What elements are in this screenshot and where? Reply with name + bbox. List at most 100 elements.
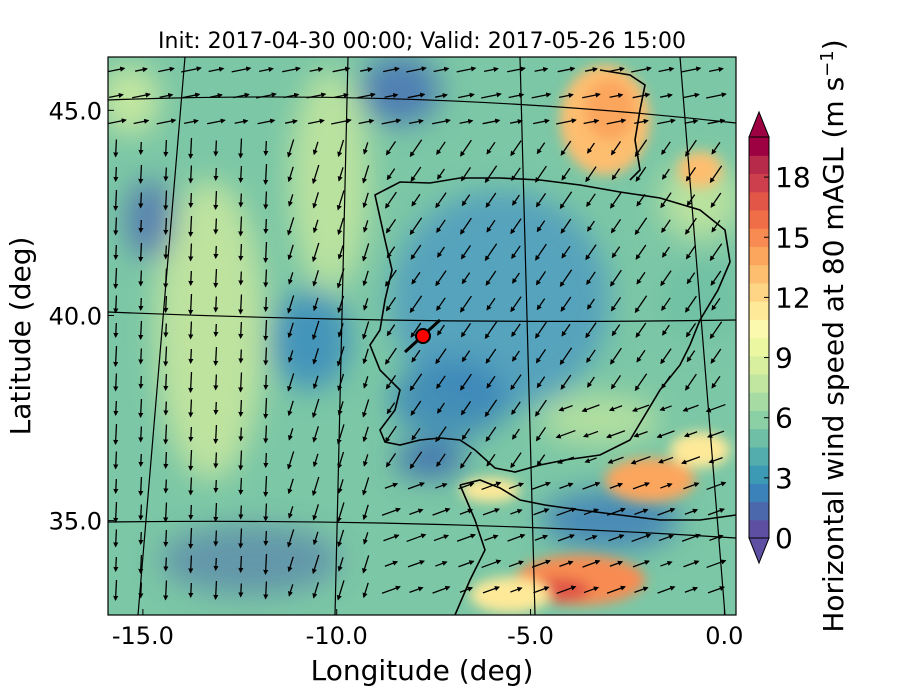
wind-arrow <box>634 118 649 125</box>
wind-arrow <box>459 508 474 515</box>
wind-arrow <box>437 246 445 258</box>
colorbar-segment <box>749 246 769 266</box>
wind-arrow <box>188 165 194 184</box>
wind-arrow <box>138 582 144 599</box>
wind-arrow <box>113 189 119 212</box>
wind-arrow <box>508 92 525 99</box>
colorbar-segment <box>749 337 769 357</box>
wind-arrow <box>536 220 546 233</box>
wind-arrow <box>406 533 427 543</box>
wind-arrow <box>213 502 219 523</box>
wind-arrow <box>385 269 397 287</box>
wind-arrow <box>436 453 446 468</box>
wind-arrow <box>683 560 700 568</box>
wind-arrow <box>611 168 621 181</box>
wind-arrow <box>213 530 219 547</box>
wind-arrow <box>188 321 194 340</box>
colorbar-extend-min <box>748 537 770 565</box>
wind-arrow <box>138 270 144 287</box>
wind-arrow <box>163 401 169 416</box>
wind-arrow <box>381 507 401 516</box>
wind-arrow <box>559 482 574 490</box>
wind-arrow <box>238 243 244 262</box>
wind-arrow <box>312 192 319 209</box>
wind-arrow <box>610 269 622 287</box>
wind-arrow <box>213 346 219 367</box>
wind-arrow <box>337 245 344 260</box>
wind-arrow <box>485 348 497 364</box>
wind-arrow <box>311 398 320 419</box>
wind-arrow <box>311 242 320 263</box>
wind-arrow <box>263 452 269 469</box>
wind-arrow <box>385 297 397 312</box>
wind-arrow <box>213 374 219 391</box>
wind-arrow <box>510 508 523 515</box>
wind-arrow <box>510 296 522 313</box>
wind-arrow <box>683 92 700 99</box>
wind-arrow <box>188 504 194 521</box>
wind-arrow <box>238 399 244 418</box>
wind-arrow <box>182 92 201 99</box>
wind-arrow <box>658 66 675 73</box>
wind-arrow <box>511 245 521 260</box>
wind-arrow <box>362 192 369 209</box>
wind-arrow <box>312 297 319 312</box>
wind-arrow <box>213 190 219 211</box>
wind-arrow <box>284 119 298 125</box>
wind-arrow <box>508 560 525 568</box>
wind-arrow <box>610 375 622 390</box>
wind-arrow <box>632 404 650 412</box>
wind-arrow <box>238 555 244 574</box>
wind-arrow <box>707 586 725 594</box>
colorbar-segment <box>749 483 769 503</box>
wind-arrow <box>181 66 202 73</box>
wind-arrow <box>362 582 369 599</box>
wind-arrow <box>259 66 274 73</box>
wind-arrow <box>707 430 725 438</box>
wind-arrow <box>682 404 699 412</box>
wind-arrow <box>484 321 498 340</box>
wind-arrow <box>163 580 169 601</box>
wind-arrow <box>138 453 144 468</box>
wind-arrow <box>510 140 522 157</box>
wind-arrow <box>362 504 369 521</box>
wind-arrow <box>586 271 596 286</box>
wind-arrow <box>610 347 622 365</box>
wind-arrow <box>561 245 571 259</box>
wind-arrow <box>560 296 572 312</box>
wind-arrow <box>634 373 648 392</box>
wind-arrow <box>407 482 425 490</box>
wind-arrow <box>512 428 520 440</box>
wind-arrow <box>459 586 474 593</box>
colorbar-segment <box>749 319 769 339</box>
wind-arrow <box>708 456 723 464</box>
wind-arrow <box>435 560 448 567</box>
wind-arrow <box>163 529 169 548</box>
wind-arrow <box>458 560 475 568</box>
colorbar-frame <box>748 136 770 539</box>
wind-arrow <box>409 508 424 516</box>
wind-arrow <box>681 66 702 73</box>
x-tick-label: -5.0 <box>507 622 554 650</box>
wind-arrow <box>231 66 252 73</box>
wind-arrow <box>113 529 119 548</box>
wind-arrow <box>710 270 722 286</box>
wind-arrow <box>213 218 219 235</box>
wind-arrow <box>386 246 396 259</box>
wind-speed-field <box>108 57 736 595</box>
wind-arrow <box>287 350 294 363</box>
wind-arrow <box>609 482 624 489</box>
wind-arrow <box>238 583 244 598</box>
wind-arrow <box>587 298 595 310</box>
wind-arrow <box>486 375 496 389</box>
wind-arrow <box>436 141 446 156</box>
colorbar-segment <box>749 228 769 247</box>
wind-arrow <box>113 166 119 183</box>
wind-arrow <box>138 219 144 234</box>
wind-arrow <box>287 506 294 519</box>
wind-arrow <box>386 168 396 181</box>
wind-arrow <box>510 452 522 469</box>
wind-arrow <box>485 426 497 442</box>
wind-arrow <box>711 297 721 311</box>
wind-arrow <box>709 321 723 340</box>
